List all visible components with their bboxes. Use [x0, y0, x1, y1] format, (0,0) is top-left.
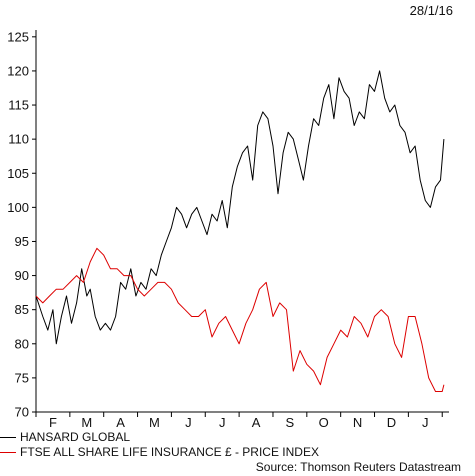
- x-tick-label: A: [252, 415, 261, 430]
- x-tick-label: J: [185, 415, 192, 430]
- x-tick-label: S: [286, 415, 295, 430]
- x-tick-label: A: [116, 415, 125, 430]
- x-tick-label: J: [422, 415, 429, 430]
- legend-entry-ftse-life-insurance: FTSE ALL SHARE LIFE INSURANCE £ - PRICE …: [0, 445, 319, 459]
- series-line-hansard-global: [35, 70, 445, 345]
- x-tick-label: M: [81, 415, 92, 430]
- y-tick-label: 95: [15, 234, 29, 249]
- y-tick-label: 80: [15, 336, 29, 351]
- y-tick-label: 120: [7, 63, 29, 78]
- y-tick-label: 100: [7, 200, 29, 215]
- series-line-ftse-life-insurance: [35, 247, 445, 392]
- source-note: Source: Thomson Reuters Datastream: [255, 460, 461, 474]
- y-tick-label: 125: [7, 29, 29, 44]
- x-tick-label: F: [49, 415, 57, 430]
- legend-swatch-hansard-global: [0, 437, 16, 439]
- x-tick-label: M: [149, 415, 160, 430]
- legend-label-hansard-global: HANSARD GLOBAL: [20, 430, 131, 444]
- legend-label-ftse-life-insurance: FTSE ALL SHARE LIFE INSURANCE £ - PRICE …: [20, 445, 319, 459]
- x-tick-label: N: [353, 415, 362, 430]
- x-tick-label: D: [387, 415, 396, 430]
- legend-entry-hansard-global: HANSARD GLOBAL: [0, 430, 130, 444]
- y-tick-label: 105: [7, 166, 29, 181]
- legend-swatch-ftse-life-insurance: [0, 452, 16, 454]
- y-tick-label: 110: [8, 132, 29, 147]
- plot-area: 70 75 80 85 90 95 100 105 110 115 120 125 F M A M J J A S O N…: [7, 29, 449, 430]
- y-tick-label: 85: [15, 302, 29, 317]
- y-tick-label: 70: [15, 405, 29, 420]
- x-tick-label: J: [219, 415, 226, 430]
- y-tick-label: 90: [15, 268, 29, 283]
- chart-date: 28/1/16: [409, 3, 453, 18]
- y-tick-label: 75: [15, 370, 29, 385]
- x-tick-label: O: [319, 415, 329, 430]
- line-chart: 70 75 80 85 90 95 100 105 110 115 120 125 F M A M J J A S O N…: [7, 29, 449, 430]
- y-tick-label: 115: [8, 98, 29, 113]
